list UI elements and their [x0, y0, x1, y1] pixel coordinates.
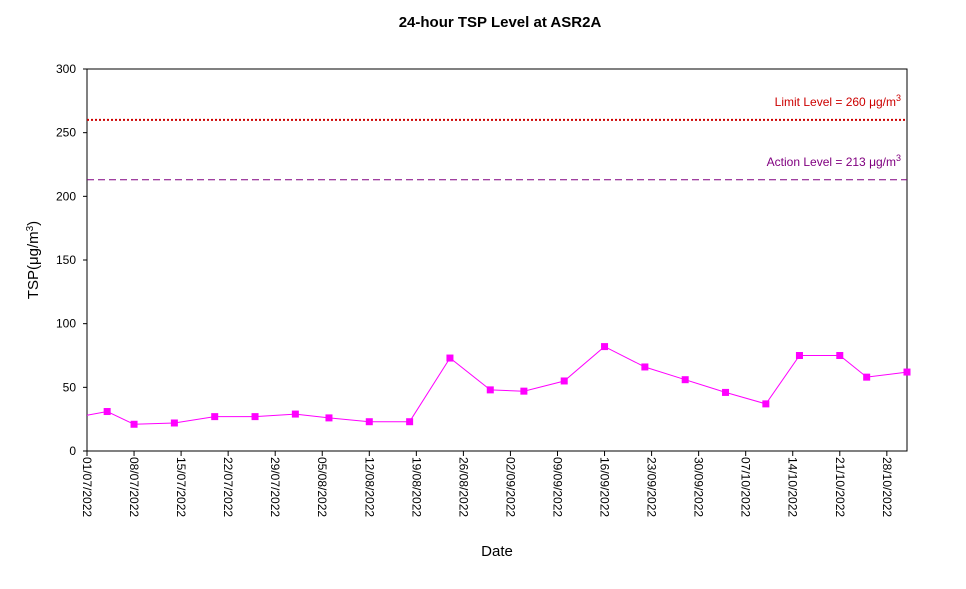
reference-line-label-main: Action Level = 213 — [767, 155, 869, 169]
x-tick-label: 14/10/2022 — [786, 457, 800, 517]
data-point — [103, 408, 111, 416]
x-tick-label: 15/07/2022 — [174, 457, 188, 517]
data-point — [520, 387, 528, 395]
y-tick-label: 150 — [56, 253, 76, 267]
data-point — [681, 376, 689, 384]
x-tick-label: 12/08/2022 — [362, 457, 376, 517]
x-tick-label: 09/09/2022 — [550, 457, 564, 517]
data-point — [903, 368, 911, 376]
data-point — [486, 386, 494, 394]
x-tick-label: 07/10/2022 — [739, 457, 753, 517]
y-axis-title-sup: 3 — [25, 225, 36, 231]
data-point — [446, 354, 454, 362]
reference-line-label-main: Limit Level = 260 — [775, 95, 869, 109]
data-point — [722, 388, 730, 396]
reference-line-label-sup: 3 — [896, 93, 901, 103]
series-line — [86, 346, 908, 425]
reference-line-label-sup: 3 — [896, 153, 901, 163]
y-tick-label: 200 — [56, 189, 76, 203]
y-tick-label: 250 — [56, 126, 76, 140]
series-layer — [86, 343, 911, 428]
data-point — [170, 419, 178, 427]
x-tick-label: 19/08/2022 — [409, 457, 423, 517]
x-tick-label: 28/10/2022 — [880, 457, 894, 517]
data-point — [130, 420, 138, 428]
chart-title: 24-hour TSP Level at ASR2A — [399, 14, 602, 31]
x-tick-label: 23/09/2022 — [645, 457, 659, 517]
x-tick-label: 21/10/2022 — [833, 457, 847, 517]
y-tick-label: 50 — [63, 380, 77, 394]
y-axis: 0 50 100 150 200 250 300 — [56, 62, 87, 458]
x-tick-label: 26/08/2022 — [456, 457, 470, 517]
x-axis-title: Date — [481, 543, 513, 560]
x-axis: 01/07/2022 08/07/2022 15/07/2022 22/07/2022… — [80, 451, 894, 517]
data-point — [641, 363, 649, 371]
y-axis-title-unit: μg/m — [25, 231, 42, 265]
data-point — [406, 418, 414, 426]
y-axis-title-main: TSP( — [25, 265, 42, 299]
x-tick-label: 08/07/2022 — [127, 457, 141, 517]
x-tick-label: 30/09/2022 — [692, 457, 706, 517]
data-point — [863, 373, 871, 381]
data-point — [251, 413, 259, 421]
y-axis-title-close: ) — [25, 221, 42, 226]
data-point — [560, 377, 568, 385]
x-tick-label: 22/07/2022 — [221, 457, 235, 517]
data-point — [291, 410, 299, 418]
data-point — [762, 400, 770, 408]
x-tick-label: 01/07/2022 — [80, 457, 94, 517]
y-tick-label: 100 — [56, 317, 76, 331]
data-point — [325, 414, 333, 422]
reference-line-label: Action Level = 213 μg/m3 — [767, 153, 901, 169]
reference-line-label-unit: μg/m — [869, 155, 896, 169]
x-tick-label: 02/09/2022 — [503, 457, 517, 517]
data-point — [795, 352, 803, 359]
reference-line-label-unit: μg/m — [869, 95, 896, 109]
x-tick-label: 29/07/2022 — [268, 457, 282, 517]
x-tick-label: 05/08/2022 — [315, 457, 329, 517]
x-tick-label: 16/09/2022 — [598, 457, 612, 517]
data-point — [601, 343, 609, 351]
data-point — [211, 413, 219, 421]
plot-area — [86, 68, 908, 452]
reference-line-label: Limit Level = 260 μg/m3 — [775, 93, 901, 109]
y-axis-title: TSP(μg/m3) — [25, 221, 43, 299]
y-tick-label: 300 — [56, 62, 76, 76]
y-tick-label: 0 — [69, 444, 76, 458]
data-point — [365, 418, 373, 426]
data-point — [836, 352, 844, 359]
